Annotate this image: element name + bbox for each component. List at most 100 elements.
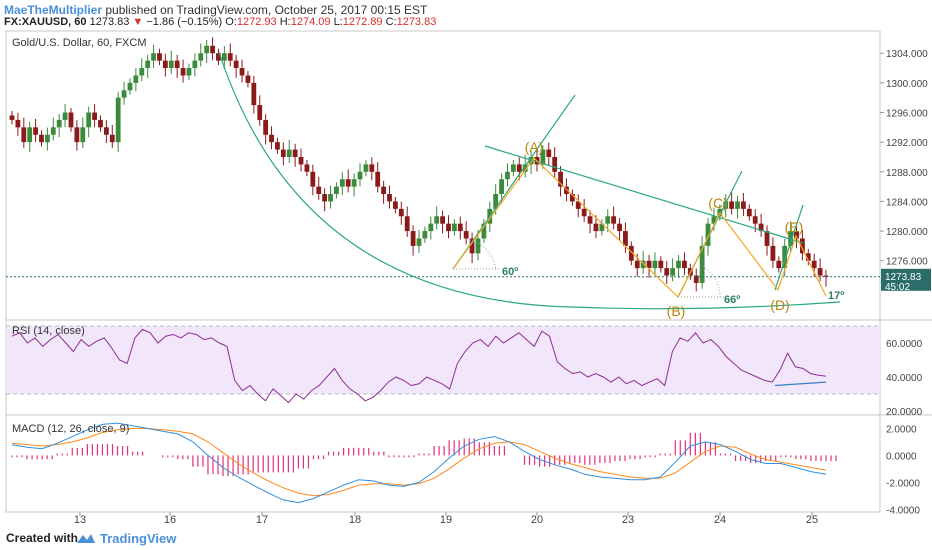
candle-body	[611, 216, 617, 224]
candle-body	[121, 90, 127, 98]
x-tick-label: 25	[806, 514, 818, 526]
candle-body	[652, 260, 658, 269]
tradingview-brand-link[interactable]: TradingView	[100, 531, 177, 546]
x-tick-label: 24	[714, 514, 726, 526]
price-tick-label: 1284.000	[886, 197, 928, 208]
candle-body	[416, 238, 422, 246]
author-link[interactable]: MaeTheMultiplier	[4, 3, 103, 17]
candle-body	[670, 268, 676, 276]
candle-body	[805, 253, 811, 261]
candle-body	[227, 53, 233, 61]
candle-body	[469, 238, 475, 254]
candle-body	[422, 231, 428, 239]
down-arrow-icon: ▼	[132, 16, 144, 28]
open-label: O:	[225, 16, 237, 28]
rsi-tick-label: 60.0000	[886, 339, 923, 350]
candle-body	[640, 260, 646, 269]
candle-body	[298, 156, 304, 165]
candle-body	[381, 186, 387, 195]
candle-body	[92, 112, 97, 120]
angle-label: 60º	[502, 266, 518, 278]
last-price-tag-text: 1273.83	[885, 272, 922, 283]
tradingview-logo-icon	[77, 534, 95, 543]
candle-body	[499, 179, 504, 195]
candle-body	[263, 119, 269, 135]
footer: Created with TradingView	[0, 526, 932, 550]
macd-pane	[11, 422, 837, 504]
candle-body	[98, 119, 103, 128]
wave-label: (E)	[785, 219, 804, 235]
candle-body	[251, 82, 257, 106]
candle-body	[587, 216, 593, 224]
wave-label: (B)	[667, 303, 686, 319]
candle-body	[705, 223, 711, 246]
candle-body	[770, 245, 776, 261]
candle-body	[80, 127, 86, 143]
candle-body	[145, 60, 151, 69]
chart-frame	[5, 30, 932, 513]
price-candles	[6, 37, 880, 292]
candle-body	[699, 245, 705, 283]
candle-body	[646, 260, 652, 269]
candle-body	[21, 127, 27, 143]
candle-body	[334, 186, 339, 195]
candle-body	[68, 112, 74, 128]
candle-body	[451, 223, 457, 232]
candle-body	[729, 201, 735, 209]
candle-body	[369, 164, 375, 172]
candle-body	[564, 186, 569, 195]
x-tick-label: 13	[74, 514, 86, 526]
candle-body	[233, 60, 239, 69]
candle-body	[711, 216, 717, 224]
macd-tick-label: 0.0000	[886, 451, 917, 462]
price-pane-title: Gold/U.S. Dollar, 60, FXCM	[12, 37, 147, 49]
candle-body	[628, 245, 634, 261]
candle-body	[746, 208, 752, 217]
price-tick-label: 1276.000	[886, 257, 928, 268]
candle-body	[269, 134, 274, 143]
candle-body	[345, 179, 351, 187]
candle-body	[375, 171, 381, 187]
candle-body	[457, 223, 463, 232]
angle-label: 66º	[724, 294, 740, 306]
candle-body	[440, 216, 445, 224]
candle-body	[109, 134, 115, 143]
high-label: H:	[279, 16, 291, 28]
wave-label: (C)	[708, 195, 727, 211]
candle-body	[682, 260, 687, 269]
candle-body	[558, 171, 563, 187]
low-label: L:	[333, 16, 343, 28]
candle-body	[86, 112, 92, 128]
candle-body	[74, 127, 80, 143]
candle-body	[39, 134, 44, 143]
candle-body	[198, 53, 204, 61]
candle-body	[27, 127, 33, 143]
candle-body	[56, 119, 62, 128]
candle-body	[676, 260, 681, 269]
price-tick-label: 1288.000	[886, 168, 928, 179]
candle-body	[186, 68, 192, 76]
chart-border	[5, 30, 881, 513]
candle-body	[9, 115, 15, 120]
candle-body	[540, 149, 546, 165]
candle-body	[103, 127, 109, 135]
candle-body	[428, 223, 434, 232]
macd-tick-label: -4.0000	[886, 505, 920, 516]
candle-body	[811, 260, 817, 269]
change-value: −1.86 (−0.15%)	[146, 16, 223, 28]
candle-body	[310, 171, 316, 187]
candle-body	[351, 179, 357, 187]
candle-body	[204, 45, 210, 54]
angle-arc	[699, 264, 721, 299]
x-tick-label: 20	[531, 514, 543, 526]
candle-body	[510, 164, 516, 172]
candle-body	[800, 238, 805, 254]
candle-body	[581, 208, 587, 217]
price-tick-label: 1280.000	[886, 227, 928, 238]
candle-body	[493, 194, 499, 209]
candle-body	[605, 216, 611, 224]
candle-body	[481, 223, 487, 239]
candle-body	[817, 268, 823, 276]
candle-body	[552, 156, 558, 172]
